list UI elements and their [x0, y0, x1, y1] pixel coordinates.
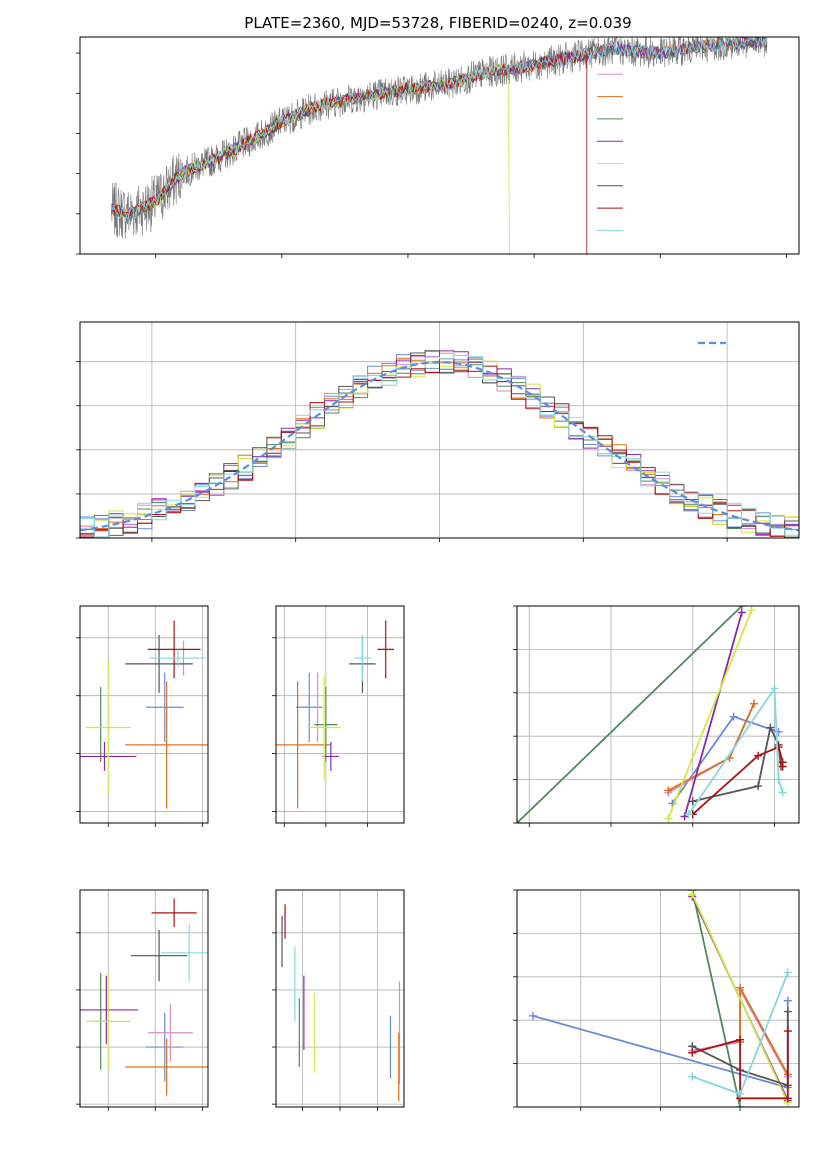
weight-marker [750, 699, 759, 708]
weight-marker [783, 996, 792, 1005]
axes-mass-vs-Z [76, 889, 209, 1111]
weight-marker [778, 762, 787, 771]
plot-area-weight-vs-age [517, 606, 787, 823]
weight-marker [664, 814, 673, 823]
weight-marker [774, 775, 783, 784]
plot-area-age-vs-Z [80, 620, 208, 809]
weight-line [691, 890, 741, 1107]
weight-marker [774, 743, 783, 752]
weight-marker [688, 1048, 697, 1057]
weight-line [517, 606, 743, 823]
plot-area-residuals [80, 350, 799, 538]
axes-mass-vs-ebv [272, 889, 405, 1111]
weight-marker [664, 786, 673, 795]
axes-weight-vs-Z [513, 889, 800, 1111]
weight-marker [688, 890, 697, 899]
plot-area-mass-vs-Z [80, 898, 208, 1096]
axes-frame [516, 889, 800, 1108]
axes-frame [79, 321, 800, 539]
axes-frame [275, 605, 405, 824]
weight-marker [754, 751, 763, 760]
weight-marker [736, 1035, 745, 1044]
plot-area-spectrum [111, 37, 768, 254]
axes-age-vs-mass [272, 605, 405, 827]
weight-marker [783, 1027, 792, 1036]
weight-marker [747, 606, 756, 615]
weight-line [691, 893, 789, 1104]
weight-marker [688, 1072, 697, 1081]
weight-marker [736, 983, 745, 992]
axes-frame [79, 36, 800, 255]
axes-frame [79, 889, 209, 1108]
axes-frame [79, 605, 209, 824]
axes-frame [516, 605, 800, 824]
weight-marker [736, 1089, 745, 1098]
plot-layer [76, 36, 800, 1111]
spectrum-model-line [111, 37, 768, 221]
weight-line [683, 612, 743, 817]
histogram-step [80, 355, 799, 538]
plot-area-mass-vs-ebv [281, 904, 401, 1102]
weight-marker [783, 1007, 792, 1016]
weight-marker [783, 1094, 792, 1103]
weight-marker [737, 608, 746, 617]
normal-curve [80, 360, 799, 532]
plot-area-age-vs-mass [276, 620, 395, 809]
plot-area-weight-vs-Z [528, 890, 792, 1107]
weight-marker [528, 1011, 537, 1020]
weight-marker [770, 684, 779, 693]
weight-marker [778, 788, 787, 797]
axes-weight-vs-age [513, 605, 800, 827]
weight-marker [680, 812, 689, 821]
axes-spectrum [76, 36, 800, 258]
axes-residuals [76, 321, 800, 542]
figure-title: PLATE=2360, MJD=53728, FIBERID=0240, z=0… [244, 14, 631, 32]
weight-marker [766, 723, 775, 732]
weight-marker [688, 797, 697, 806]
weight-marker [754, 782, 763, 791]
weight-line [687, 685, 784, 815]
axes-frame [275, 889, 405, 1108]
axes-age-vs-Z [76, 605, 209, 827]
weight-marker [684, 810, 693, 819]
weight-marker [729, 712, 738, 721]
weight-marker [783, 968, 792, 977]
weight-line [667, 609, 753, 820]
weight-marker [736, 1103, 745, 1107]
